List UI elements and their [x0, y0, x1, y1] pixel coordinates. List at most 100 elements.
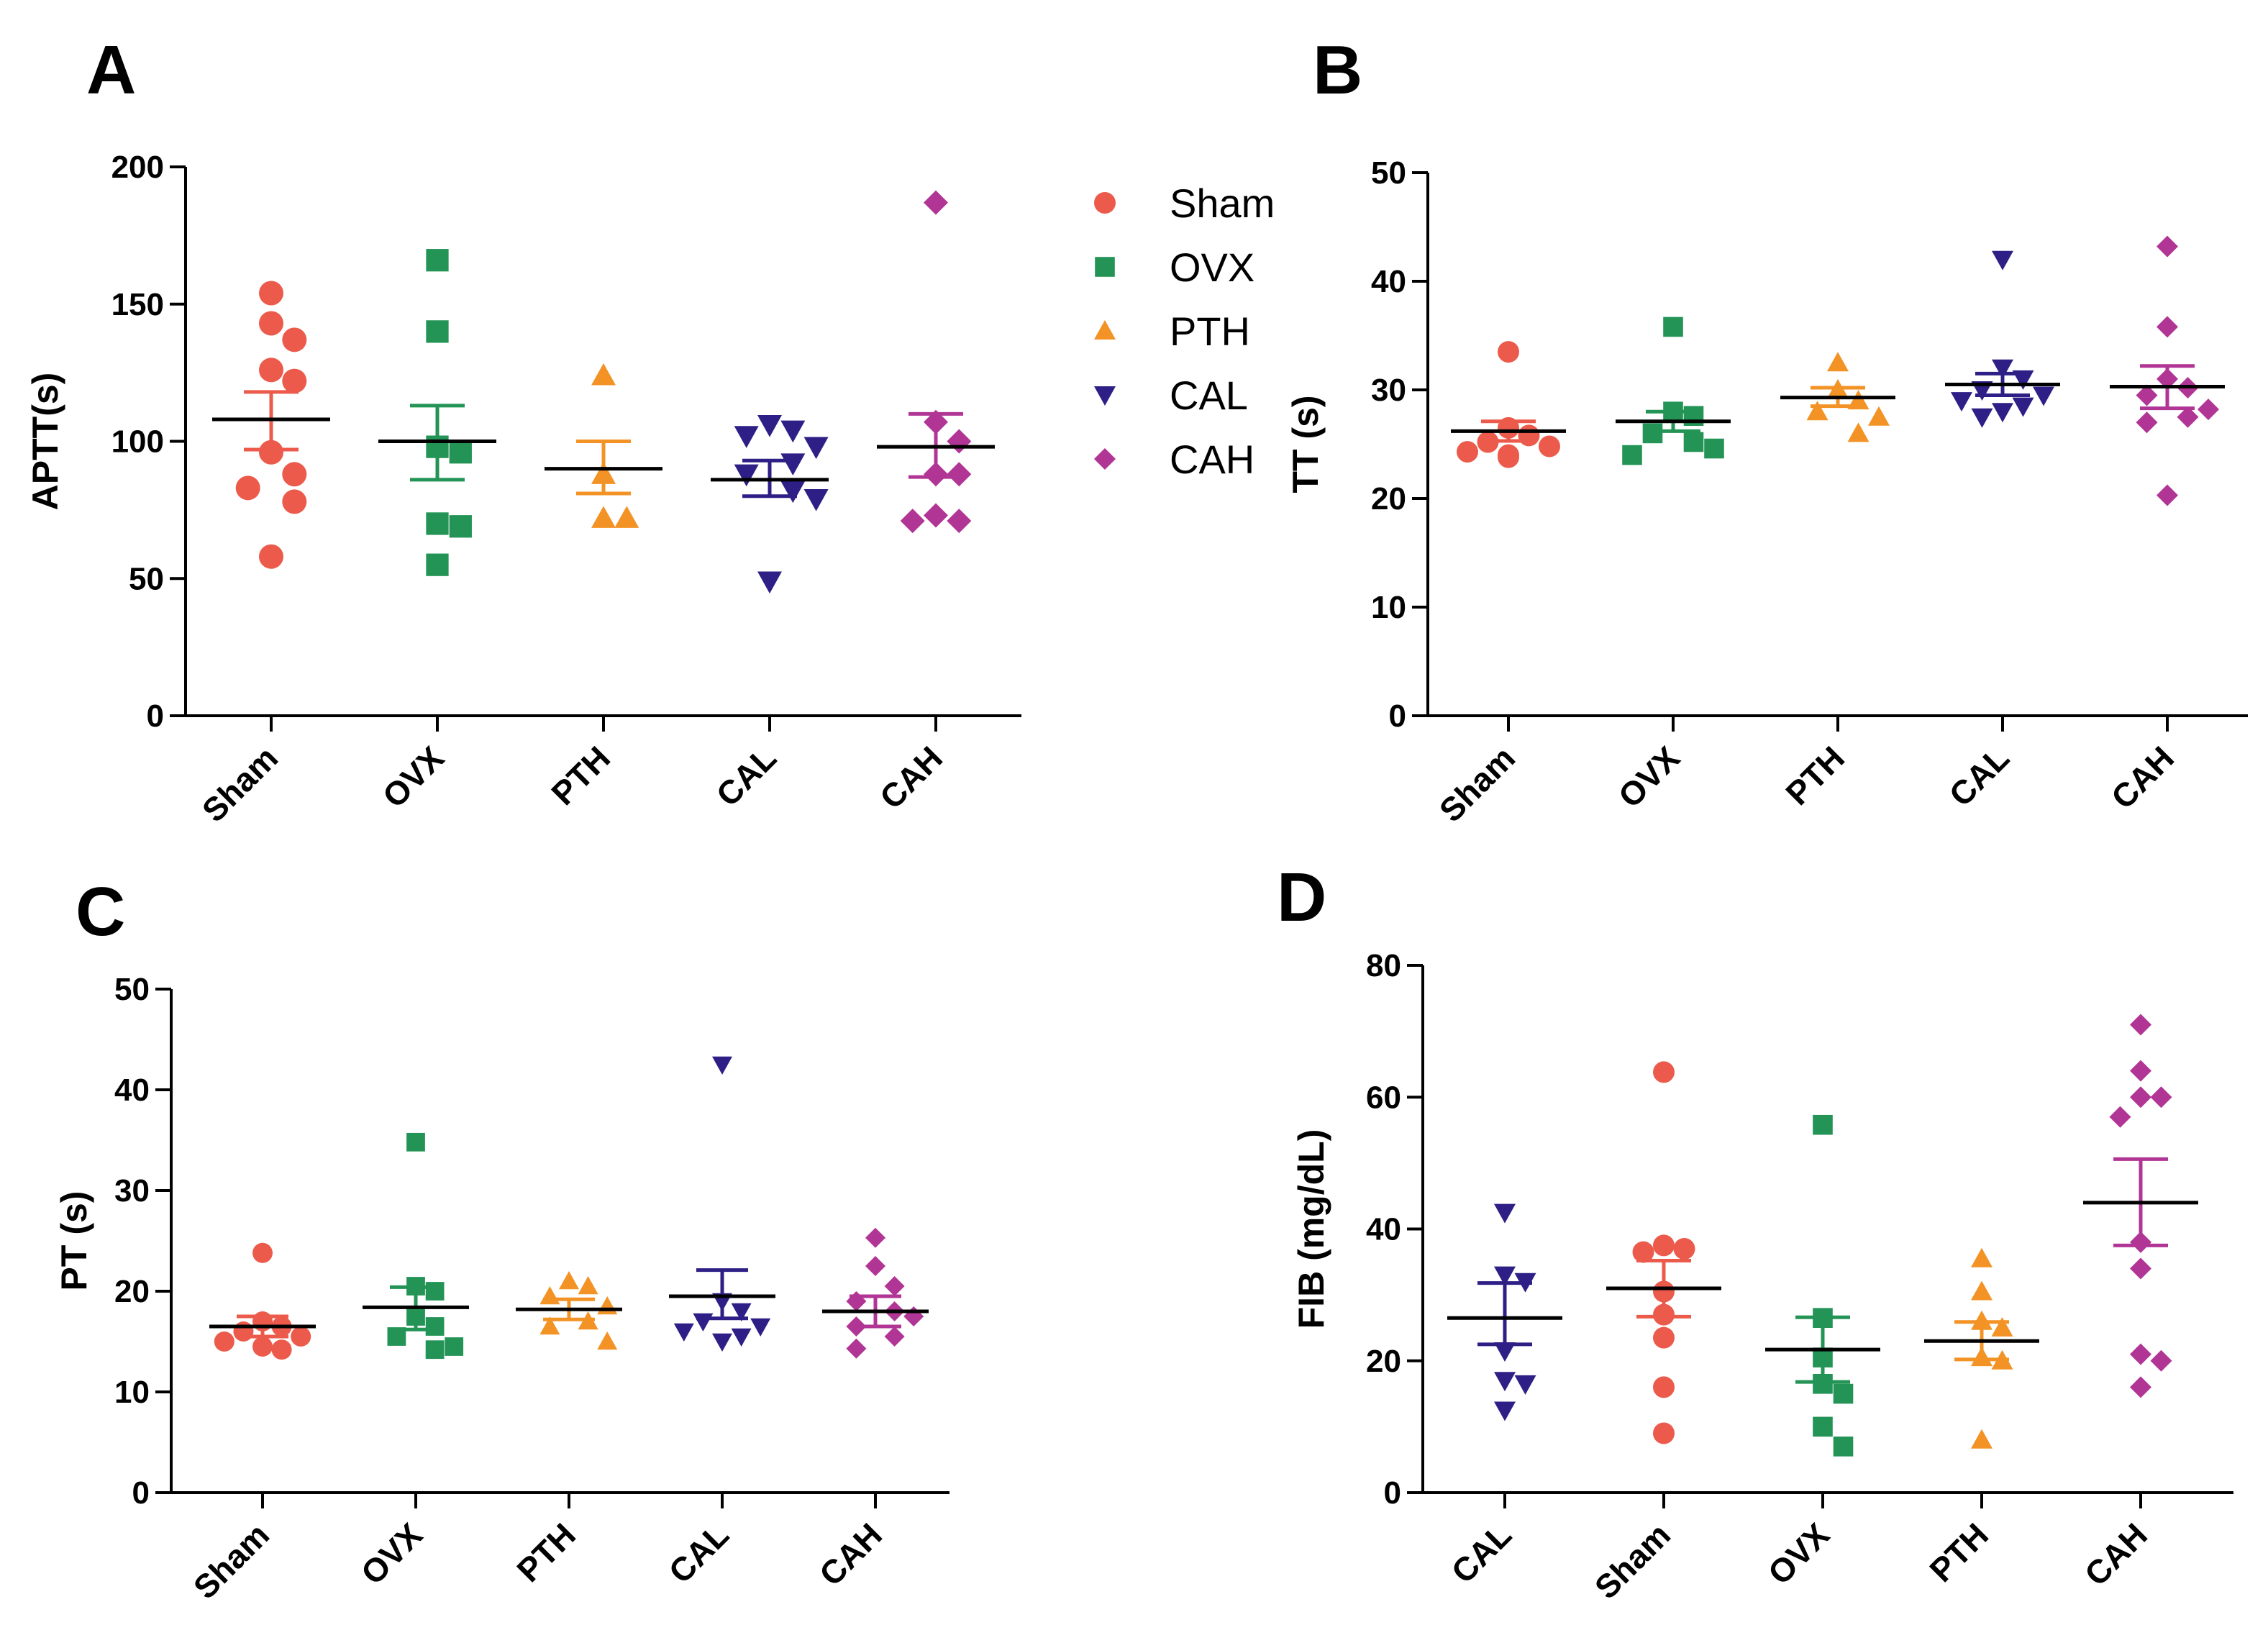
data-point	[1951, 392, 1972, 412]
data-point	[1971, 1429, 1993, 1449]
x-tick-label: CAL	[661, 1516, 736, 1590]
legend-label: PTH	[1170, 309, 1250, 354]
data-point	[235, 475, 260, 501]
legend-entry-ovx: OVX	[1095, 245, 1254, 290]
group-pth	[1924, 1247, 2039, 1449]
y-tick-label: 0	[132, 1475, 150, 1511]
data-point	[1813, 1416, 1833, 1437]
legend-marker	[1094, 386, 1116, 406]
y-tick-label: 20	[1366, 1344, 1401, 1379]
data-point	[559, 1271, 579, 1290]
data-point	[2130, 1376, 2151, 1398]
y-axis-label: TT (s)	[1285, 395, 1326, 493]
data-point	[693, 1313, 714, 1331]
x-tick-label: OVX	[1611, 739, 1688, 815]
group-ovx	[378, 249, 496, 576]
legend-label: Sham	[1170, 181, 1275, 226]
data-point	[1622, 445, 1642, 465]
data-point	[614, 506, 639, 528]
data-point	[425, 1317, 445, 1336]
x-tick-label: CAH	[2077, 1516, 2154, 1593]
data-point	[1494, 1342, 1516, 1362]
y-axis-label: FIB (mg/dL)	[1291, 1129, 1331, 1329]
data-point	[803, 489, 829, 511]
group-cah	[2083, 1014, 2198, 1398]
data-point	[259, 544, 283, 569]
x-tick-label: CAH	[812, 1516, 889, 1593]
x-tick-label: OVX	[354, 1516, 430, 1592]
data-point	[903, 1306, 924, 1326]
data-point	[884, 1276, 905, 1296]
group-pth	[1780, 352, 1895, 442]
data-point	[712, 1333, 732, 1352]
y-tick-label: 50	[1371, 155, 1406, 191]
data-point	[865, 1227, 885, 1248]
legend-entry-pth: PTH	[1094, 309, 1250, 354]
data-point	[757, 415, 782, 437]
y-tick-label: 50	[114, 972, 150, 1007]
panel-c: C 0 10 20 30 40 50 PT (s) Sham OVX PTH CAL CAH	[54, 873, 949, 1606]
data-point	[1494, 1203, 1516, 1224]
data-point	[1494, 1372, 1516, 1392]
data-point	[1992, 250, 2013, 270]
x-tick-label: OVX	[375, 739, 452, 815]
x-tick-label: PTH	[1922, 1516, 1995, 1589]
legend-label: CAL	[1170, 373, 1248, 418]
data-point	[947, 462, 972, 487]
data-point	[2130, 1257, 2151, 1280]
data-point	[1494, 1401, 1516, 1421]
data-point	[539, 1286, 560, 1305]
data-point	[1514, 1375, 1536, 1395]
data-point	[757, 571, 782, 594]
data-point	[1868, 406, 1890, 426]
data-point	[426, 249, 449, 272]
group-cah	[2110, 235, 2225, 506]
group-cal	[1945, 250, 2060, 428]
legend-marker	[1094, 192, 1116, 214]
data-point	[673, 1323, 694, 1342]
data-point	[1518, 424, 1540, 447]
data-point	[406, 1132, 425, 1152]
y-tick-label: 100	[111, 424, 164, 460]
data-point	[2130, 1343, 2151, 1365]
data-point	[282, 368, 307, 393]
y-tick-label: 40	[1371, 264, 1406, 299]
x-tick-label: CAH	[2104, 739, 2181, 816]
panel-label: D	[1277, 859, 1326, 936]
data-point	[252, 1242, 273, 1263]
data-point	[1847, 422, 1869, 442]
data-point	[2130, 1014, 2151, 1036]
data-point	[1653, 1234, 1675, 1257]
data-point	[2136, 411, 2158, 434]
data-point	[1991, 1316, 2013, 1337]
data-point	[426, 553, 449, 576]
data-point	[445, 1337, 464, 1356]
legend: Sham OVX PTH CAL CAH	[1094, 181, 1275, 482]
group-pth	[516, 1271, 622, 1350]
data-point	[1653, 1422, 1675, 1444]
data-point	[282, 462, 307, 487]
data-point	[884, 1326, 905, 1347]
data-point	[252, 1337, 273, 1357]
data-point	[1971, 408, 1993, 428]
data-point	[803, 437, 829, 460]
data-point	[734, 426, 759, 448]
data-point	[1632, 1241, 1654, 1263]
legend-entry-cal: CAL	[1094, 373, 1248, 418]
y-tick-label: 0	[1389, 698, 1406, 734]
data-point	[924, 503, 948, 528]
data-point	[2157, 235, 2178, 258]
x-tick-label: OVX	[1761, 1516, 1837, 1592]
data-point	[1833, 1383, 1854, 1404]
data-point	[1494, 1266, 1516, 1286]
data-point	[1971, 1280, 1993, 1301]
data-point	[233, 1321, 254, 1342]
data-point	[780, 420, 806, 443]
panel-b: B 0 10 20 30 40 50 TT (s) Sham OVX PTH CAL CAH	[1285, 32, 2248, 829]
data-point	[731, 1328, 752, 1347]
y-tick-label: 80	[1366, 948, 1401, 983]
data-point	[2150, 1349, 2172, 1372]
data-point	[1683, 432, 1704, 452]
y-tick-label: 40	[1366, 1212, 1401, 1247]
data-point	[1457, 441, 1478, 463]
